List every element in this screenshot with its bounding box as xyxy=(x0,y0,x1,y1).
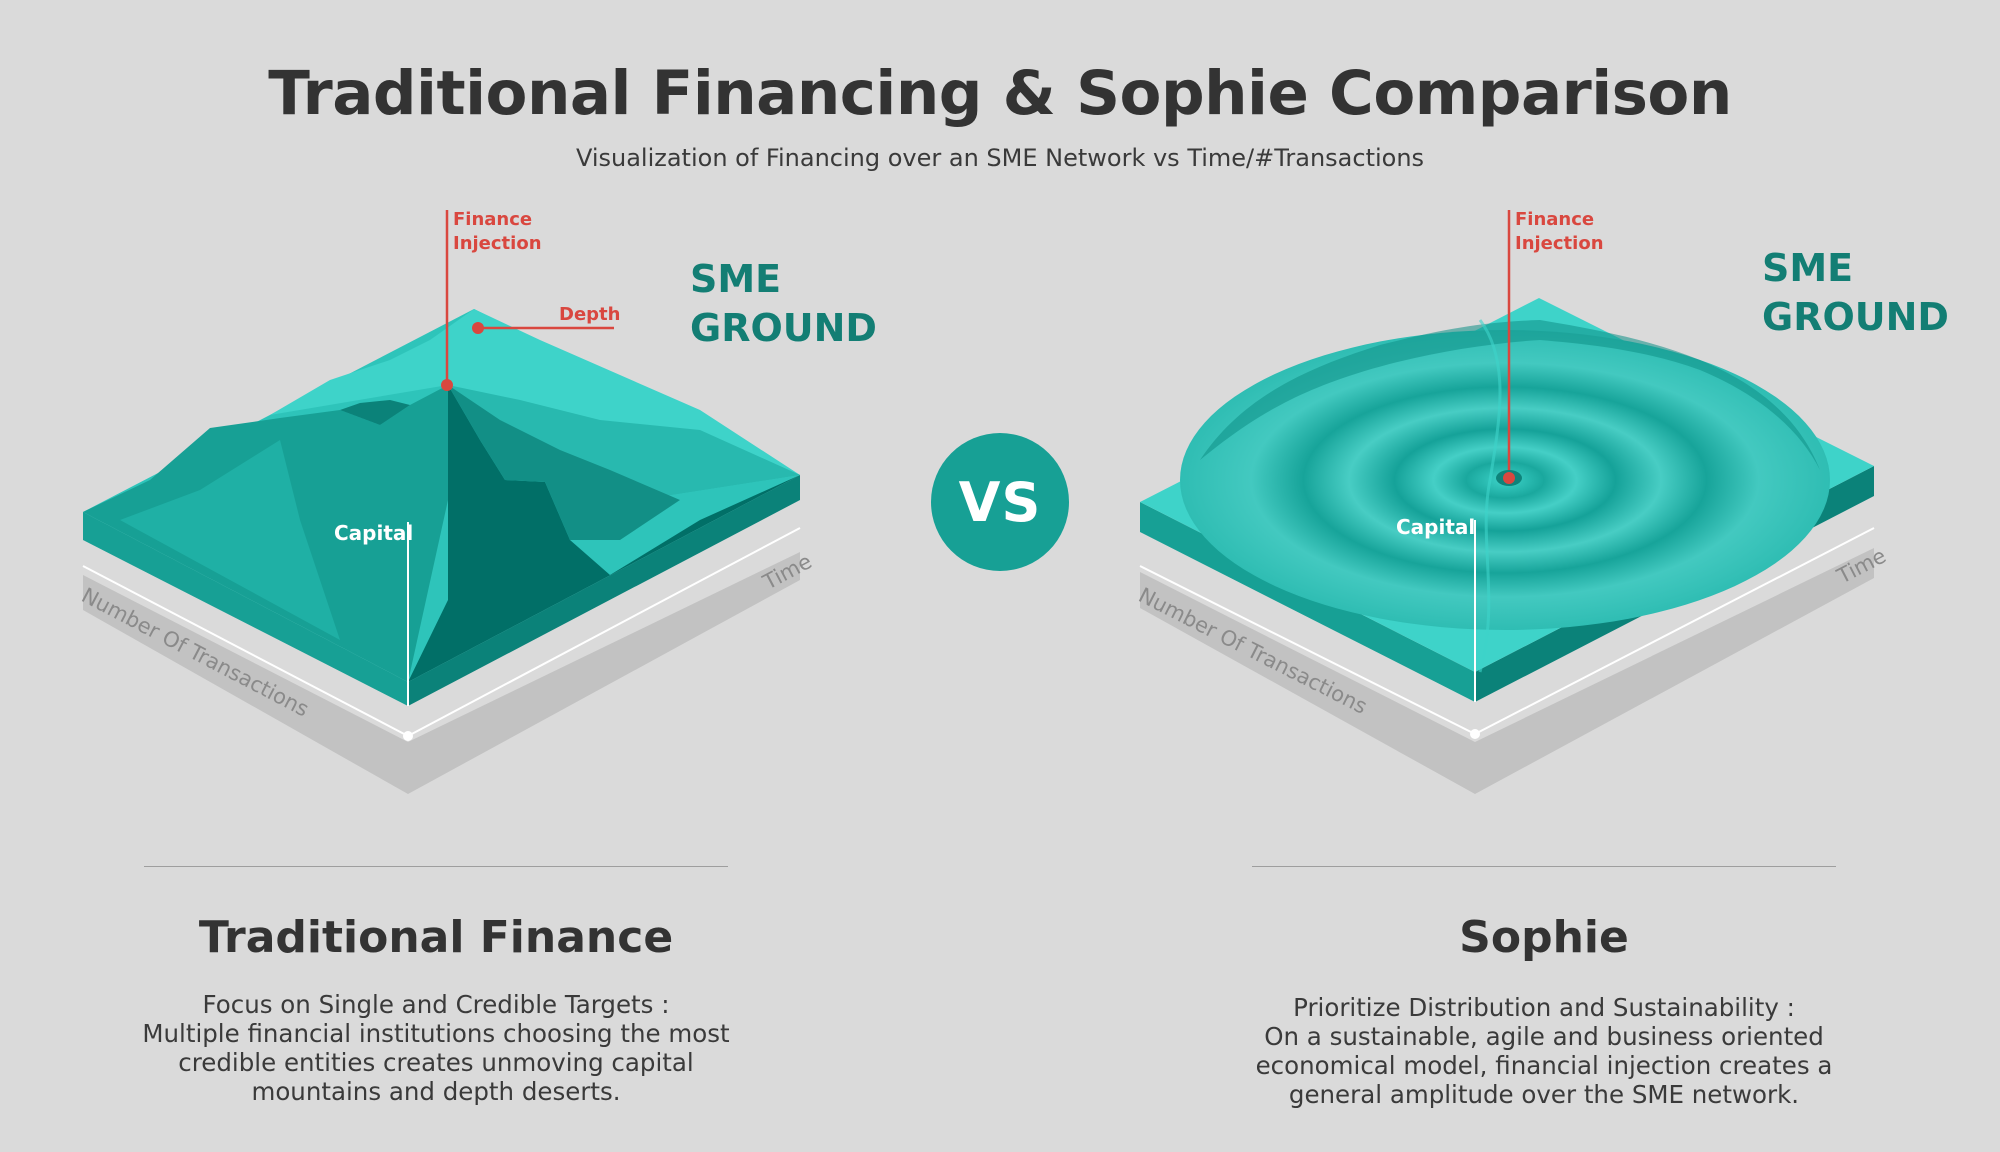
right-axis-time xyxy=(1474,527,1875,735)
left-floor-shadow xyxy=(83,552,800,794)
vs-badge: VS xyxy=(931,433,1069,571)
vs-label: VS xyxy=(958,470,1042,534)
left-slab-left-side xyxy=(83,512,408,706)
page-subtitle: Visualization of Financing over an SME N… xyxy=(575,144,1425,172)
sophie-description-line: Prioritize Distribution and Sustainabili… xyxy=(1293,993,1795,1022)
traditional-finance-description: Focus on Single and Credible Targets : M… xyxy=(136,990,736,1106)
right-injection-label-line2: Injection xyxy=(1515,233,1604,254)
left-divider xyxy=(144,866,728,867)
left-sme-ground-line1: SME xyxy=(690,257,782,301)
traditional-finance-description-line: credible entities creates unmoving capit… xyxy=(178,1048,694,1077)
left-injection-point xyxy=(441,379,453,391)
left-axis-transactions xyxy=(82,565,409,737)
left-capital-label: Capital xyxy=(334,521,413,545)
left-slab-right-side xyxy=(408,475,800,706)
page-title: Traditional Financing & Sophie Compariso… xyxy=(268,58,1732,129)
left-sme-ground-line2: GROUND xyxy=(690,306,877,350)
left-axis-origin xyxy=(403,731,413,741)
right-injection-point xyxy=(1503,472,1515,484)
right-axis-origin xyxy=(1470,729,1480,739)
left-depth-label: Depth xyxy=(559,304,620,325)
right-sme-ground-line2: GROUND xyxy=(1762,295,1949,339)
left-mountain-far-face xyxy=(448,385,800,500)
left-depth-point xyxy=(472,322,484,334)
left-injection-label-line1: Finance xyxy=(453,209,532,230)
sophie-description-line: economical model, financial injection cr… xyxy=(1255,1051,1833,1080)
traditional-finance-description-line: Focus on Single and Credible Targets : xyxy=(202,990,670,1019)
sophie-title: Sophie xyxy=(1459,912,1629,963)
right-sme-ground-label: SME GROUND xyxy=(1762,244,1949,342)
sophie-description: Prioritize Distribution and Sustainabili… xyxy=(1244,993,1844,1109)
traditional-finance-title: Traditional Finance xyxy=(198,912,674,963)
left-mountain-notch xyxy=(340,400,410,425)
left-mountain-shadow-face xyxy=(408,385,800,682)
right-injection-label-line1: Finance xyxy=(1515,209,1594,230)
left-mountain-mid-face xyxy=(448,385,680,540)
left-sme-ground-label: SME GROUND xyxy=(690,255,877,353)
traditional-finance-description-line: Multiple financial institutions choosing… xyxy=(142,1019,730,1048)
right-divider xyxy=(1252,866,1836,867)
left-injection-label-line2: Injection xyxy=(453,233,542,254)
right-capital-label: Capital xyxy=(1396,515,1475,539)
sophie-description-line: general amplitude over the SME network. xyxy=(1288,1080,1800,1109)
traditional-finance-description-line: mountains and depth deserts. xyxy=(251,1077,621,1106)
right-floor-shadow xyxy=(1140,548,1874,794)
sophie-description-line: On a sustainable, agile and business ori… xyxy=(1264,1022,1824,1051)
left-y-axis-label: Time xyxy=(758,549,816,595)
right-ripple-split xyxy=(1478,319,1502,673)
right-sme-ground-line1: SME xyxy=(1762,246,1854,290)
left-mountain-left-light xyxy=(120,440,340,640)
right-ripple-edge-top xyxy=(1200,320,1820,470)
right-axis-transactions xyxy=(1139,565,1476,735)
left-axis-time xyxy=(407,527,801,737)
